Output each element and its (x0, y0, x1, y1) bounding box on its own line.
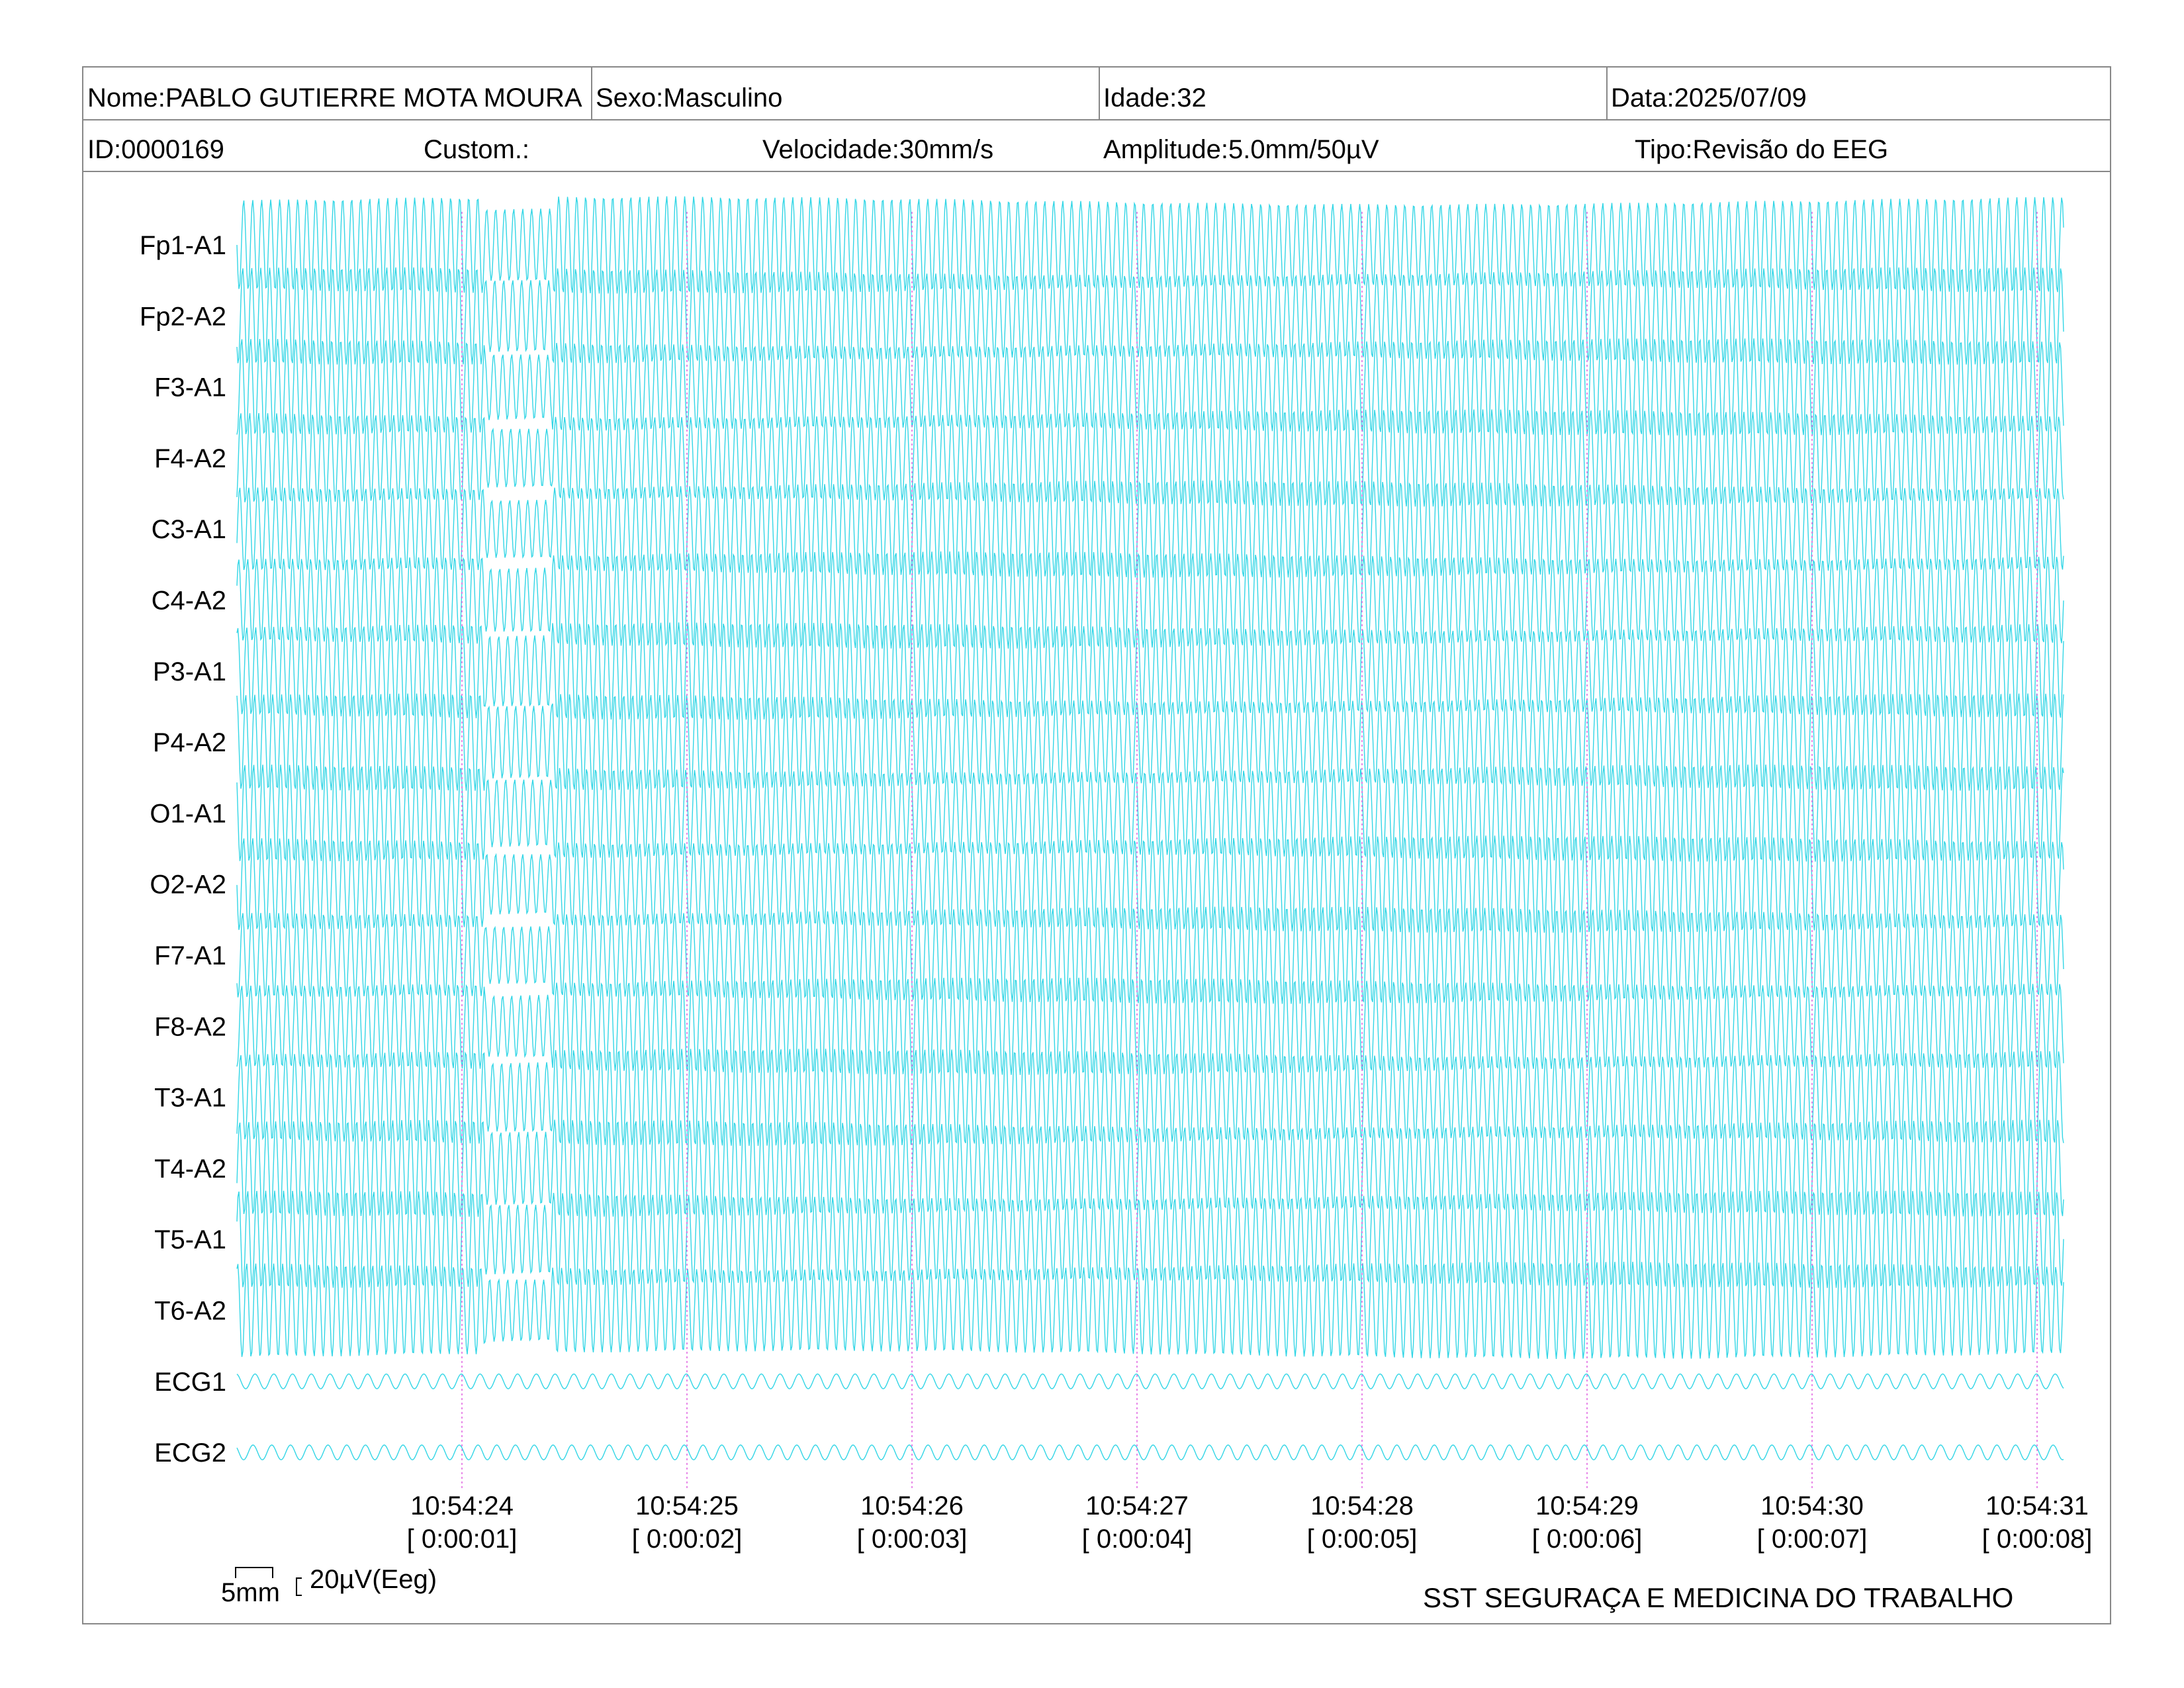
channel-label-f3-a1: F3-A1 (154, 373, 226, 402)
trace-fp2-a2 (236, 267, 2064, 365)
time-marker-elapsed: [ 0:00:04] (1082, 1524, 1193, 1554)
time-marker-clock: 10:54:31 (1985, 1491, 2089, 1521)
trace-p3-a1 (236, 622, 2064, 720)
channel-label-f7-a1: F7-A1 (154, 941, 226, 970)
header-col-divider-1 (591, 66, 592, 119)
channel-label-p4-a2: P4-A2 (153, 728, 226, 757)
trace-p4-a2 (236, 693, 2064, 791)
time-marker-elapsed: [ 0:00:06] (1532, 1524, 1643, 1554)
footer-brand: SST SEGURAÇA E MEDICINA DO TRABALHO (1423, 1582, 2014, 1613)
channel-label-t4-a2: T4-A2 (154, 1154, 226, 1184)
time-marker-clock: 10:54:26 (860, 1491, 964, 1521)
time-marker-clock: 10:54:24 (410, 1491, 514, 1521)
channel-label-ecg1: ECG1 (154, 1368, 226, 1397)
channel-label-t6-a2: T6-A2 (154, 1297, 226, 1326)
time-marker-elapsed: [ 0:00:03] (857, 1524, 968, 1554)
review-type: Tipo:Revisão do EEG (1635, 135, 1889, 164)
channel-label-f4-a2: F4-A2 (154, 444, 226, 473)
trace-t4-a2 (236, 1119, 2064, 1217)
time-marker-elapsed: [ 0:00:05] (1307, 1524, 1418, 1554)
channel-label-o1-a1: O1-A1 (150, 799, 226, 828)
report-frame (82, 66, 2111, 1624)
trace-ecg2 (236, 1444, 2064, 1461)
trace-ecg1 (236, 1373, 2064, 1389)
trace-t6-a2 (236, 1262, 2064, 1359)
channel-label-fp1-a1: Fp1-A1 (140, 231, 226, 260)
channel-label-ecg2: ECG2 (154, 1438, 226, 1468)
patient-id: ID:0000169 (87, 135, 224, 164)
amplitude-setting: Amplitude:5.0mm/50µV (1103, 135, 1379, 164)
time-marker-clock: 10:54:29 (1535, 1491, 1639, 1521)
scale-amplitude-label: 20µV(Eeg) (310, 1565, 437, 1594)
trace-f8-a2 (236, 977, 2064, 1075)
trace-t5-a1 (236, 1190, 2064, 1288)
header-divider-1 (82, 119, 2111, 120)
time-marker-clock: 10:54:27 (1085, 1491, 1189, 1521)
scale-time-label: 5mm (221, 1578, 280, 1607)
channel-label-t3-a1: T3-A1 (154, 1084, 226, 1113)
time-marker-elapsed: [ 0:00:02] (632, 1524, 743, 1554)
channel-label-o2-a2: O2-A2 (150, 870, 226, 900)
patient-age: Idade:32 (1103, 83, 1206, 113)
custom-field: Custom.: (424, 135, 530, 164)
header-divider-2 (82, 171, 2111, 172)
speed-setting: Velocidade:30mm/s (762, 135, 994, 164)
channel-label-t5-a1: T5-A1 (154, 1225, 226, 1254)
trace-fp1-a1 (236, 196, 2064, 294)
header-col-divider-2 (1099, 66, 1100, 119)
patient-name: Nome:PABLO GUTIERRE MOTA MOURA (87, 83, 582, 113)
trace-f3-a1 (236, 338, 2064, 436)
time-marker-elapsed: [ 0:00:01] (407, 1524, 518, 1554)
channel-label-p3-a1: P3-A1 (153, 657, 226, 686)
trace-o1-a1 (236, 764, 2064, 862)
patient-sex: Sexo:Masculino (596, 83, 783, 113)
time-marker-elapsed: [ 0:00:08] (1982, 1524, 2093, 1554)
channel-label-fp2-a2: Fp2-A2 (140, 302, 226, 331)
trace-c3-a1 (236, 480, 2064, 578)
time-marker-clock: 10:54:25 (635, 1491, 739, 1521)
trace-o2-a2 (236, 835, 2064, 933)
channel-label-f8-a2: F8-A2 (154, 1012, 226, 1041)
trace-f4-a2 (236, 409, 2064, 507)
record-date: Data:2025/07/09 (1611, 83, 1807, 113)
trace-t3-a1 (236, 1049, 2064, 1147)
time-marker-elapsed: [ 0:00:07] (1757, 1524, 1868, 1554)
channel-label-c3-a1: C3-A1 (152, 515, 226, 544)
scale-bar (235, 1567, 302, 1596)
header-col-divider-3 (1606, 66, 1608, 119)
time-marker-clock: 10:54:28 (1310, 1491, 1414, 1521)
channel-label-c4-a2: C4-A2 (152, 586, 226, 616)
trace-f7-a1 (236, 906, 2064, 1004)
trace-c4-a2 (236, 551, 2064, 649)
time-marker-clock: 10:54:30 (1760, 1491, 1864, 1521)
